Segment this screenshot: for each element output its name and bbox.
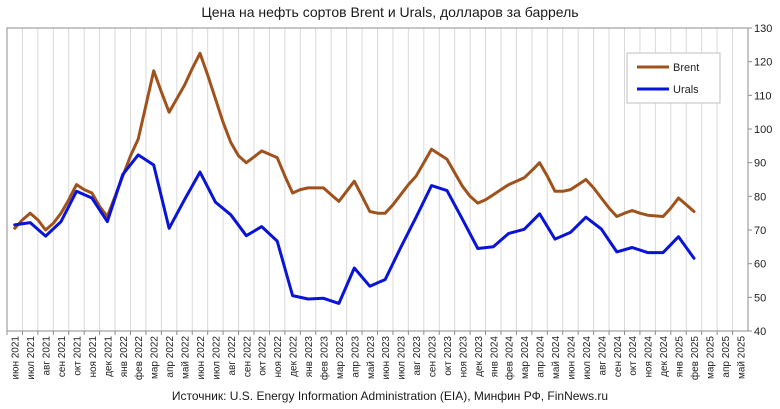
x-tick-label: фев 2025: [689, 336, 701, 381]
x-tick-label: ноя 2022: [273, 336, 284, 378]
x-tick-label: май 2023: [366, 336, 377, 379]
x-tick-label: мар 2025: [705, 336, 716, 379]
x-tick-label: ноя 2023: [458, 336, 469, 378]
x-tick-label: фев 2022: [133, 336, 145, 381]
x-tick-label: дек 2022: [289, 336, 300, 377]
y-tick-label: 70: [754, 225, 766, 237]
x-tick-label: май 2025: [736, 336, 747, 379]
x-tick-label: фев 2023: [318, 336, 330, 381]
y-tick-label: 110: [754, 90, 772, 102]
x-tick-label: дек 2023: [474, 336, 485, 377]
x-tick-label: дек 2024: [659, 336, 670, 377]
x-tick-label: май 2022: [181, 336, 192, 379]
y-tick-label: 40: [754, 326, 766, 338]
x-tick-label: окт 2024: [628, 336, 639, 376]
y-tick-label: 50: [754, 292, 766, 304]
x-tick-label: июл 2024: [582, 336, 593, 380]
y-tick-label: 60: [754, 259, 766, 271]
x-tick-label: мар 2022: [150, 336, 161, 379]
y-tick-label: 120: [754, 57, 772, 69]
x-tick-label: июл 2022: [211, 336, 222, 380]
y-tick-label: 90: [754, 158, 766, 170]
series-line-brent: [13, 51, 696, 232]
chart-title: Цена на нефть сортов Brent и Urals, долл…: [201, 4, 579, 20]
x-tick-label: апр 2022: [165, 336, 176, 378]
x-tick-label: фев 2024: [504, 336, 516, 381]
x-tick-label: янв 2024: [489, 336, 500, 378]
legend: Brent Urals: [626, 52, 721, 104]
y-tick-label: 80: [754, 191, 766, 203]
x-tick-label: авг 2021: [42, 336, 53, 376]
series-line-urals: [13, 153, 696, 305]
x-tick-label: сен 2022: [242, 336, 253, 378]
legend-box: [626, 52, 721, 104]
x-tick-label: дек 2021: [103, 336, 114, 377]
x-tick-label: авг 2022: [227, 336, 238, 376]
x-tick-label: сен 2023: [428, 336, 439, 378]
x-tick-label: янв 2022: [119, 336, 130, 378]
x-tick-label: июл 2023: [397, 336, 408, 380]
x-tick-label: апр 2023: [350, 336, 361, 378]
x-tick-label: июн 2023: [381, 336, 392, 380]
x-tick-label: мар 2024: [520, 336, 531, 379]
x-tick-label: июн 2022: [196, 336, 207, 380]
x-tick-label: янв 2025: [675, 336, 686, 378]
y-tick-label: 130: [754, 23, 772, 35]
x-tick-label: май 2024: [551, 336, 562, 379]
x-tick-label: ноя 2024: [644, 336, 655, 378]
x-tick-label: окт 2021: [72, 336, 83, 376]
chart-source: Источник: U.S. Energy Information Admini…: [171, 389, 609, 403]
x-tick-label: июн 2024: [566, 336, 577, 380]
x-tick-label: апр 2025: [721, 336, 732, 378]
x-tick-label: апр 2024: [536, 336, 547, 378]
x-tick-label: авг 2024: [597, 336, 608, 376]
series-lines: [13, 51, 696, 305]
x-tick-label: июн 2021: [11, 336, 22, 380]
legend-label-urals: Urals: [673, 84, 699, 96]
axes: 40 50 60 70 80 90 100 110 120 130 июн 2021 июл 2021…: [6, 23, 772, 381]
x-tick-label: мар 2023: [335, 336, 346, 379]
x-tick-label: окт 2022: [258, 336, 269, 376]
x-tick-label: сен 2021: [57, 336, 68, 378]
x-tick-label: ноя 2021: [88, 336, 99, 378]
x-tick-label: янв 2023: [304, 336, 315, 378]
x-tick-label: авг 2023: [412, 336, 423, 376]
y-tick-label: 100: [754, 124, 772, 136]
x-tick-label: сен 2024: [613, 336, 624, 378]
x-tick-label: окт 2023: [443, 336, 454, 376]
legend-label-brent: Brent: [673, 62, 699, 74]
x-tick-label: июл 2021: [26, 336, 37, 380]
